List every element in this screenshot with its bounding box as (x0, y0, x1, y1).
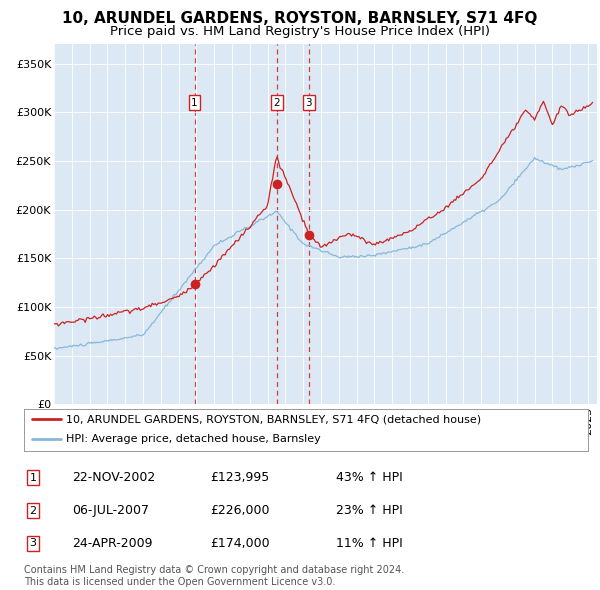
Text: 3: 3 (305, 97, 312, 107)
Text: £174,000: £174,000 (210, 537, 269, 550)
Text: 10, ARUNDEL GARDENS, ROYSTON, BARNSLEY, S71 4FQ: 10, ARUNDEL GARDENS, ROYSTON, BARNSLEY, … (62, 11, 538, 25)
Text: 24-APR-2009: 24-APR-2009 (72, 537, 152, 550)
Text: £123,995: £123,995 (210, 471, 269, 484)
Text: 1: 1 (191, 97, 198, 107)
Text: HPI: Average price, detached house, Barnsley: HPI: Average price, detached house, Barn… (66, 434, 321, 444)
Text: 22-NOV-2002: 22-NOV-2002 (72, 471, 155, 484)
Text: 06-JUL-2007: 06-JUL-2007 (72, 504, 149, 517)
Text: £226,000: £226,000 (210, 504, 269, 517)
Text: 2: 2 (29, 506, 37, 516)
Text: Price paid vs. HM Land Registry's House Price Index (HPI): Price paid vs. HM Land Registry's House … (110, 25, 490, 38)
Text: 23% ↑ HPI: 23% ↑ HPI (336, 504, 403, 517)
Text: Contains HM Land Registry data © Crown copyright and database right 2024.
This d: Contains HM Land Registry data © Crown c… (24, 565, 404, 587)
Text: 11% ↑ HPI: 11% ↑ HPI (336, 537, 403, 550)
Text: 1: 1 (29, 473, 37, 483)
Text: 43% ↑ HPI: 43% ↑ HPI (336, 471, 403, 484)
Text: 3: 3 (29, 539, 37, 548)
Text: 10, ARUNDEL GARDENS, ROYSTON, BARNSLEY, S71 4FQ (detached house): 10, ARUNDEL GARDENS, ROYSTON, BARNSLEY, … (66, 415, 481, 424)
Text: 2: 2 (274, 97, 280, 107)
